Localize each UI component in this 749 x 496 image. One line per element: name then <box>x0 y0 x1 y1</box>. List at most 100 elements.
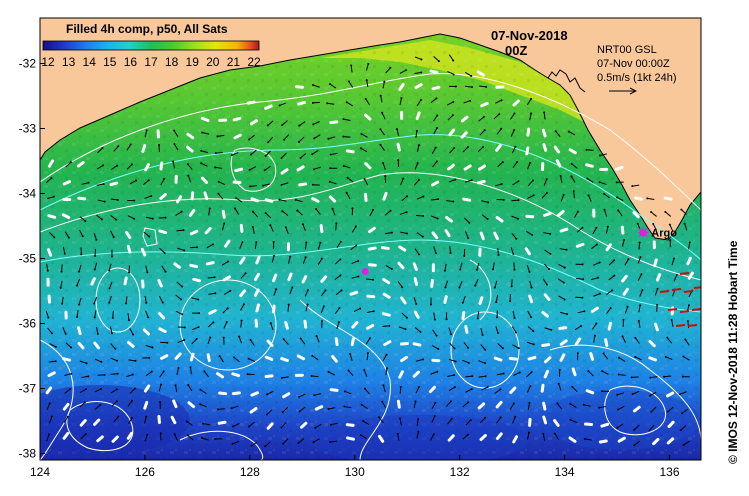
current-vector-head <box>406 232 409 235</box>
current-vector-head <box>199 388 202 391</box>
fast-current-vector <box>400 355 409 363</box>
current-vector <box>285 227 289 235</box>
current-vector <box>176 229 184 232</box>
current-vector-head <box>470 75 473 78</box>
current-vector-head <box>150 370 153 373</box>
current-vector <box>638 320 641 328</box>
current-vector <box>558 383 562 391</box>
current-vector <box>187 384 193 392</box>
current-vector <box>126 163 133 170</box>
current-vector-head <box>484 416 487 419</box>
current-vector-head <box>93 302 96 305</box>
cold-patch <box>310 415 530 460</box>
current-vector <box>416 358 424 362</box>
current-vector <box>215 152 223 154</box>
current-vector-head <box>117 415 120 418</box>
current-vector-head <box>50 177 53 180</box>
current-vector-head <box>513 129 516 132</box>
current-vector-head <box>530 316 533 319</box>
current-vector-head <box>436 114 439 117</box>
current-vector <box>109 326 113 334</box>
current-vector <box>222 307 229 314</box>
fast-current-vector <box>585 389 595 395</box>
current-vector <box>110 215 117 221</box>
current-vector-head <box>602 352 605 355</box>
current-vector <box>681 209 687 215</box>
current-vector-head <box>238 335 241 338</box>
current-vector <box>573 191 575 199</box>
current-vector <box>463 342 469 349</box>
current-vector <box>571 163 578 169</box>
current-vector-head <box>313 168 316 171</box>
current-vector <box>448 386 456 392</box>
current-vector-head <box>214 166 217 169</box>
current-vector <box>199 403 207 408</box>
fast-current-vector <box>377 434 385 443</box>
current-vector-head <box>301 223 304 226</box>
current-vector <box>317 258 323 265</box>
current-vector <box>366 80 369 88</box>
current-vector <box>282 407 289 413</box>
current-vector-head <box>385 353 388 356</box>
current-vector-head <box>631 393 634 396</box>
current-vector-head <box>265 413 268 416</box>
current-vector-head <box>514 415 517 418</box>
current-vector <box>174 434 179 441</box>
current-vector-head <box>311 101 314 104</box>
current-vector-head <box>497 253 500 256</box>
current-vector <box>401 312 408 319</box>
current-vector-head <box>688 241 691 244</box>
current-vector <box>577 310 585 314</box>
fast-current-vector <box>542 415 548 425</box>
fast-current-vector <box>559 353 566 362</box>
current-vector-head <box>421 235 424 238</box>
lat-tick-label: -33 <box>19 122 37 136</box>
current-vector-head <box>198 312 201 315</box>
current-vector-head <box>596 276 599 279</box>
current-vector <box>385 67 391 74</box>
current-vector <box>240 272 246 279</box>
current-vector <box>159 371 165 378</box>
current-vector-head <box>164 270 167 273</box>
current-vector-head <box>470 179 473 182</box>
current-vector <box>270 322 274 330</box>
current-vector <box>511 215 519 220</box>
current-vector <box>416 418 419 427</box>
current-vector <box>336 322 340 330</box>
current-vector <box>145 216 153 220</box>
current-vector <box>480 344 486 351</box>
fast-current-vector <box>218 391 228 396</box>
current-vector-head <box>650 410 653 413</box>
fast-current-vector <box>512 435 519 444</box>
current-vector-head <box>232 425 235 428</box>
fast-current-vector <box>221 209 226 219</box>
current-vector <box>327 102 335 105</box>
current-vector-head <box>365 79 368 82</box>
fast-current-vector <box>365 323 375 330</box>
current-vector-head <box>682 355 685 358</box>
current-vector <box>173 143 179 151</box>
current-vector-head <box>569 402 572 405</box>
current-vector-head <box>131 163 134 166</box>
lon-tick-label: 134 <box>555 465 575 479</box>
fast-current-vector <box>431 180 440 187</box>
current-vector-head <box>146 433 149 436</box>
current-vector <box>173 130 179 137</box>
current-vector <box>416 431 419 439</box>
current-vector <box>144 130 148 138</box>
current-vector <box>444 280 448 288</box>
current-vector <box>381 401 387 409</box>
current-vector-head <box>282 338 285 341</box>
current-vector <box>557 278 565 284</box>
current-vector-head <box>160 383 163 386</box>
colorbar-tick-label: 15 <box>103 55 117 69</box>
current-vector-head <box>452 200 455 203</box>
current-vector <box>351 275 359 279</box>
current-vector-head <box>598 261 601 264</box>
current-vector-head <box>682 443 685 446</box>
current-vector-head <box>267 141 270 144</box>
current-vector-head <box>389 66 392 69</box>
fast-current-vector <box>301 275 308 284</box>
current-vector-head <box>161 301 164 304</box>
current-vector-head <box>396 432 399 435</box>
